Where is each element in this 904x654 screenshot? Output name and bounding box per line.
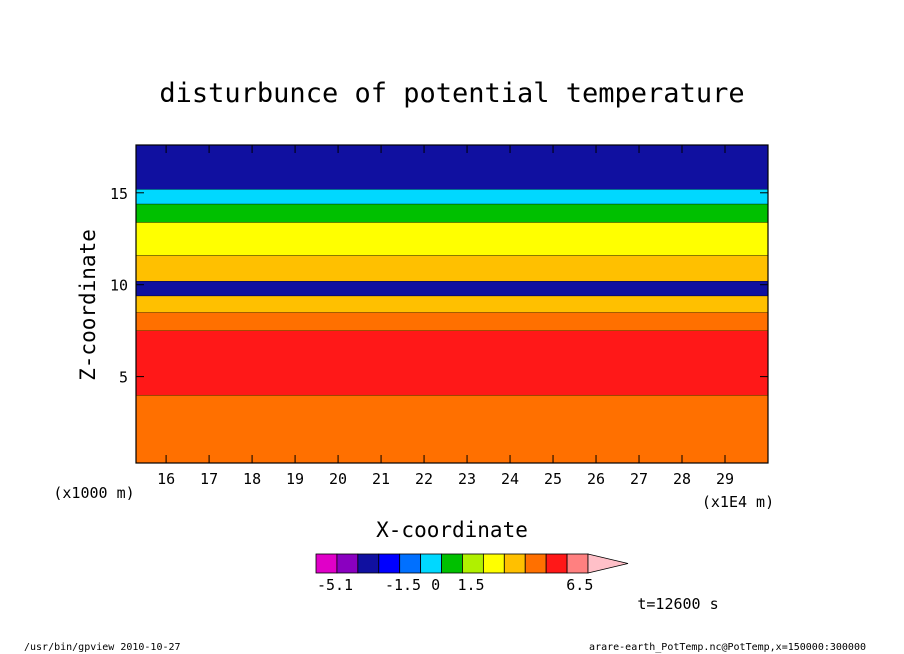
colorbar-segment <box>545 553 568 574</box>
x-tick-label: 17 <box>200 470 218 488</box>
y-tick-label: 5 <box>119 369 128 387</box>
x-tick-label: 25 <box>544 470 562 488</box>
y-axis: 5 10 15 <box>110 185 768 387</box>
colorbar-segment <box>315 553 338 574</box>
x-tick-label: 24 <box>501 470 519 488</box>
contour-band <box>136 203 768 223</box>
contour-band <box>136 189 768 204</box>
x-tick-label: 29 <box>716 470 734 488</box>
colorbar-segment <box>441 553 463 574</box>
y-axis-label: Z-coordinate <box>76 229 100 381</box>
x-tick-label: 16 <box>157 470 175 488</box>
colorbar-segment <box>336 553 359 574</box>
x-tick-label: 21 <box>372 470 390 488</box>
contour-band <box>136 295 768 313</box>
colorbar-segment <box>462 553 484 574</box>
y-unit-label: (x1000 m) <box>53 484 134 502</box>
colorbar-label: 6.5 <box>566 576 593 594</box>
x-tick-label: 20 <box>329 470 347 488</box>
y-tick-label: 10 <box>110 277 128 295</box>
x-unit-label: (x1E4 m) <box>702 493 774 511</box>
footer-left: /usr/bin/gpview 2010-10-27 <box>24 642 181 653</box>
colorbar-segment <box>524 553 547 574</box>
contour-band <box>136 255 768 282</box>
footer-right: arare-earth_PotTemp.nc@PotTemp,x=150000:… <box>589 642 866 653</box>
colorbar-segment <box>566 553 589 574</box>
x-tick-label: 19 <box>286 470 304 488</box>
colorbar-label: 0 <box>431 576 440 594</box>
colorbar-arrow <box>587 553 629 574</box>
x-axis-label: X-coordinate <box>376 518 528 542</box>
colorbar-segment <box>399 553 422 574</box>
contour-band <box>136 312 768 331</box>
plot-frame <box>135 144 769 464</box>
colorbar-segment <box>503 553 526 574</box>
y-tick-label: 15 <box>110 185 128 203</box>
contour-band <box>136 222 768 256</box>
colorbar-label: -5.1 <box>317 576 353 594</box>
contour-band <box>136 394 768 463</box>
x-tick-label: 18 <box>243 470 261 488</box>
colorbar-segment <box>482 553 505 574</box>
colorbar <box>315 553 629 574</box>
x-tick-label: 26 <box>587 470 605 488</box>
colorbar-labels: -5.1 -1.5 0 1.5 6.5 <box>317 576 593 594</box>
contour-band <box>136 145 768 190</box>
contour-band <box>136 281 768 296</box>
x-axis: 16 17 18 19 20 21 22 23 24 25 26 27 28 29 <box>157 145 734 488</box>
chart-title: disturbunce of potential temperature <box>159 78 744 109</box>
x-tick-label: 23 <box>458 470 476 488</box>
x-tick-label: 22 <box>415 470 433 488</box>
x-tick-label: 28 <box>673 470 691 488</box>
colorbar-label: -1.5 <box>385 576 421 594</box>
contour-band <box>136 330 768 395</box>
plot-area <box>136 145 768 463</box>
colorbar-segment <box>357 553 380 574</box>
time-label: t=12600 s <box>637 595 718 613</box>
colorbar-segment <box>378 553 401 574</box>
colorbar-segment <box>420 553 442 574</box>
x-tick-label: 27 <box>630 470 648 488</box>
colorbar-label: 1.5 <box>457 576 484 594</box>
